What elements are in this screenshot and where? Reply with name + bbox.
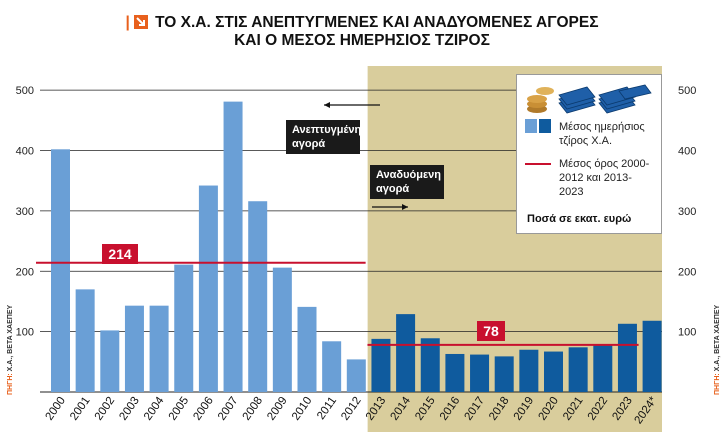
bar-2001 <box>75 289 95 392</box>
bar-2019 <box>519 349 539 392</box>
bar-2004 <box>149 305 169 392</box>
source-note: ΠΗΓΗ: Χ.Α., BETA ΧΑΕΠΕΥ <box>7 304 14 395</box>
x-tick-2003: 2003 <box>117 395 142 423</box>
y-tick-right: 500 <box>678 85 696 97</box>
bar-2012 <box>346 359 366 392</box>
bar-2023 <box>617 323 637 392</box>
y-tick-left: 400 <box>16 146 34 158</box>
title-text-1: ΤΟ Χ.Α. ΣΤΙΣ ΑΝΕΠΤΥΓΜΕΝΕΣ ΚΑΙ ΑΝΑΔΥΟΜΕΝΕ… <box>155 14 599 31</box>
avg-emerging-badge: 78 <box>477 321 505 341</box>
x-tick-2006: 2006 <box>191 395 216 423</box>
bar-2014 <box>396 314 416 392</box>
x-tick-2001: 2001 <box>68 395 93 423</box>
bar-2015 <box>420 338 440 392</box>
bar-2016 <box>445 353 465 392</box>
bar-2005 <box>174 264 194 392</box>
legend-swatch-developed <box>525 119 537 133</box>
bar-2010 <box>297 306 317 392</box>
x-tick-2008: 2008 <box>241 395 266 423</box>
bar-2000 <box>51 149 70 392</box>
legend-swatch-emerging <box>539 119 551 133</box>
chart-title: | ΤΟ Χ.Α. ΣΤΙΣ ΑΝΕΠΤΥΓΜΕΝΕΣ ΚΑΙ ΑΝΑΔΥΟΜΕ… <box>0 14 724 50</box>
bar-2017 <box>470 354 490 392</box>
trend-arrow-icon <box>133 15 148 29</box>
legend-line-label: Μέσος όρος 2000-2012 και 2013-2023 <box>559 158 650 198</box>
bar-2018 <box>494 356 514 392</box>
left-arrow-icon <box>324 102 380 108</box>
bar-2024* <box>642 320 662 392</box>
y-tick-left: 100 <box>16 327 34 339</box>
bar-2021 <box>568 347 588 392</box>
bar-2006 <box>198 185 218 392</box>
x-tick-2004: 2004 <box>142 394 167 422</box>
bar-2011 <box>322 341 342 392</box>
bar-2009 <box>272 267 292 392</box>
money-icon <box>527 84 652 114</box>
x-tick-2005: 2005 <box>167 395 192 423</box>
y-tick-right: 100 <box>678 327 696 339</box>
x-tick-2011: 2011 <box>315 395 339 422</box>
y-tick-left: 200 <box>16 266 34 278</box>
y-tick-right: 300 <box>678 206 696 218</box>
legend: Μέσος ημερήσιος τζίρος Χ.Α. Μέσος όρος 2… <box>516 74 662 234</box>
x-tick-2012: 2012 <box>339 395 364 423</box>
y-tick-left: 500 <box>16 85 34 97</box>
bar-2022 <box>593 345 613 392</box>
title-text-2: ΚΑΙ Ο ΜΕΣΟΣ ΗΜΕΡΗΣΙΟΣ ΤΖΙΡΟΣ <box>234 32 490 49</box>
bar-2007 <box>223 101 243 392</box>
avg-developed-badge: 214 <box>102 244 138 264</box>
x-tick-2009: 2009 <box>265 395 290 423</box>
unit-label: Ποσά σε εκατ. ευρώ <box>527 213 632 225</box>
emerging-market-label: Αναδυόμενη αγορά <box>370 165 444 199</box>
x-tick-2007: 2007 <box>216 395 241 423</box>
right-arrow-icon <box>372 204 408 210</box>
bar-2008 <box>248 201 268 392</box>
developed-market-label: Ανεπτυγμένη αγορά <box>286 120 361 154</box>
x-tick-2010: 2010 <box>290 395 315 423</box>
bar-2002 <box>100 330 120 392</box>
legend-bars-label: Μέσος ημερήσιος τζίρος Χ.Α. <box>559 121 645 147</box>
y-tick-right: 200 <box>678 266 696 278</box>
x-tick-2002: 2002 <box>93 395 118 423</box>
title-line-1: | ΤΟ Χ.Α. ΣΤΙΣ ΑΝΕΠΤΥΓΜΕΝΕΣ ΚΑΙ ΑΝΑΔΥΟΜΕ… <box>0 14 724 32</box>
bar-2020 <box>544 351 563 392</box>
legend-line-swatch <box>525 163 551 165</box>
bar-2003 <box>124 305 144 392</box>
y-tick-left: 300 <box>16 206 34 218</box>
x-tick-2000: 2000 <box>43 395 68 423</box>
source-note-right: ΠΗΓΗ: Χ.Α., BETA ΧΑΕΠΕΥ <box>714 304 721 395</box>
y-tick-right: 400 <box>678 146 696 158</box>
title-divider: | <box>125 14 130 31</box>
bar-2013 <box>371 338 391 392</box>
